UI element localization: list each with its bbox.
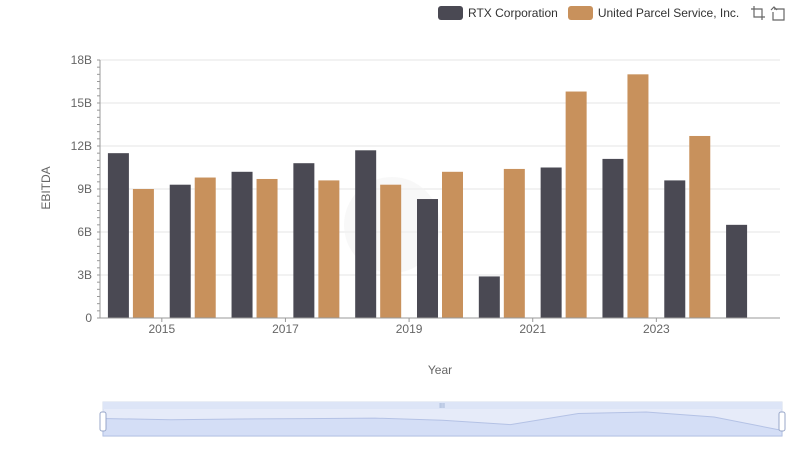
data-zoom-right-handle[interactable]	[778, 411, 786, 432]
y-tick-label: 18B	[71, 53, 92, 67]
legend-label-ups: United Parcel Service, Inc.	[597, 6, 740, 20]
legend-label-rtx: RTX Corporation	[468, 6, 558, 20]
bar-ups-2015[interactable]	[194, 177, 216, 318]
bar-ups-2018[interactable]	[380, 184, 402, 318]
legend-swatch-rtx	[438, 6, 463, 20]
bar-rtx-2023[interactable]	[664, 180, 686, 318]
bar-rtx-2022[interactable]	[602, 158, 624, 318]
x-tick-label: 2019	[396, 322, 423, 336]
bar-ups-2016[interactable]	[256, 178, 278, 318]
data-zoom-grip-icon[interactable]: III	[439, 403, 445, 410]
zoom-icon[interactable]	[750, 5, 766, 21]
legend-swatch-ups	[567, 6, 593, 20]
bar-ups-2023[interactable]	[689, 135, 711, 318]
x-axis-title: Year	[428, 363, 452, 377]
legend: RTX Corporation United Parcel Service, I…	[438, 4, 749, 22]
bar-ups-2014[interactable]	[132, 189, 154, 318]
bar-ups-2017[interactable]	[318, 180, 340, 318]
y-tick-label: 12B	[71, 139, 92, 153]
y-axis-title: EBITDA	[39, 166, 53, 209]
legend-item-rtx[interactable]: RTX Corporation	[438, 6, 558, 20]
x-tick-label: 2017	[272, 322, 299, 336]
y-tick-label: 6B	[77, 225, 92, 239]
y-tick-label: 9B	[77, 182, 92, 196]
bar-ups-2021[interactable]	[565, 91, 587, 319]
bar-rtx-2019[interactable]	[417, 199, 438, 318]
bars	[107, 74, 748, 319]
axes: 0 3B 6B 9B 12B 15B 18B 2015 2017 2019 2021 2023	[71, 53, 780, 336]
y-tick-label: 0	[85, 311, 92, 325]
toolbox	[746, 5, 786, 21]
y-tick-label: 15B	[71, 96, 92, 110]
x-tick-label: 2021	[519, 322, 546, 336]
bar-rtx-2021[interactable]	[540, 167, 562, 319]
legend-item-ups[interactable]: United Parcel Service, Inc.	[567, 6, 740, 20]
x-tick-label: 2023	[643, 322, 670, 336]
bar-ups-2022[interactable]	[627, 74, 649, 318]
bar-ups-2020[interactable]	[503, 168, 525, 318]
bar-rtx-2016[interactable]	[231, 171, 253, 318]
bar-rtx-2017[interactable]	[293, 163, 315, 318]
x-tick-label: 2015	[148, 322, 175, 336]
zoom-reset-icon[interactable]	[770, 5, 786, 21]
bar-rtx-2014[interactable]	[107, 153, 129, 318]
bar-ups-2019[interactable]	[442, 171, 463, 318]
bar-rtx-2015[interactable]	[169, 184, 191, 318]
bar-rtx-2020[interactable]	[478, 276, 500, 318]
data-zoom-preview	[102, 411, 783, 437]
y-tick-label: 3B	[77, 268, 92, 282]
data-zoom-left-handle[interactable]	[99, 411, 107, 432]
data-zoom-handle-bar[interactable]	[103, 402, 782, 409]
data-zoom-slider[interactable]: III	[99, 401, 786, 437]
bar-rtx-2018[interactable]	[355, 150, 377, 318]
bar-rtx-2024[interactable]	[726, 224, 748, 318]
